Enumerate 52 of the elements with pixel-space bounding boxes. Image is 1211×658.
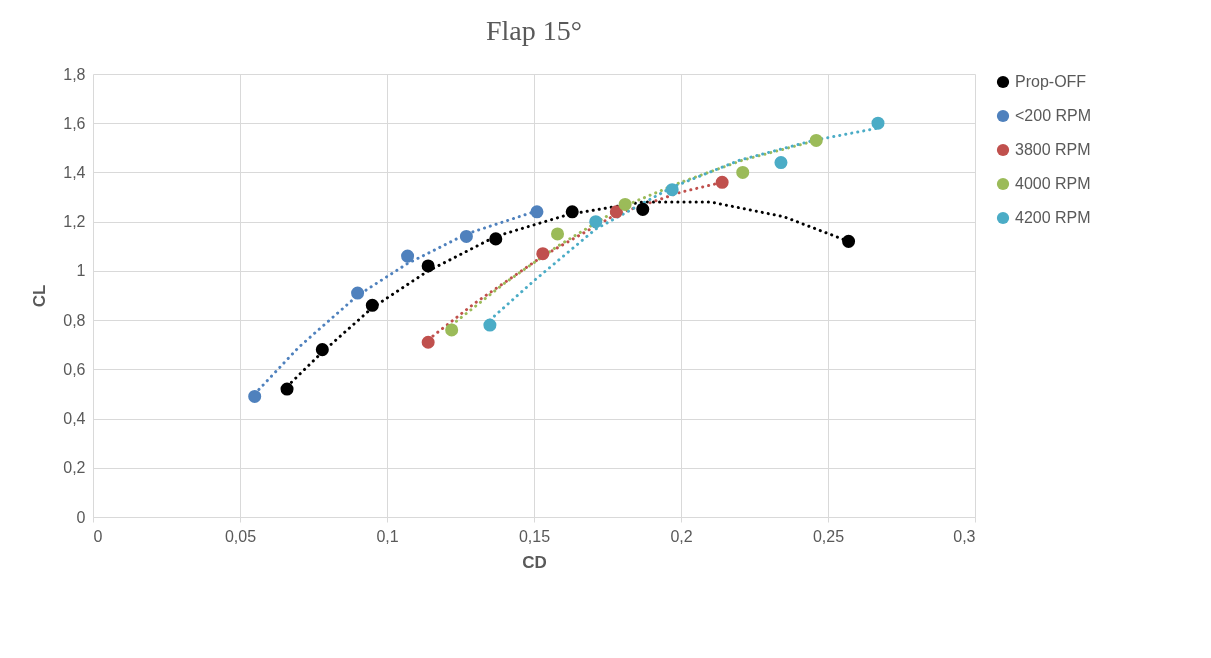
- y-tick-label: 0: [76, 508, 86, 526]
- point: [421, 259, 435, 273]
- y-tick-label: 0,2: [63, 459, 86, 477]
- point: [665, 183, 679, 197]
- point: [280, 382, 294, 396]
- point: [365, 298, 379, 312]
- point: [565, 205, 579, 219]
- point: [774, 156, 788, 170]
- x-tick-label: 0: [93, 527, 103, 545]
- legend-label: Prop-OFF: [1015, 73, 1087, 90]
- point: [421, 335, 435, 349]
- point: [401, 249, 415, 263]
- y-tick-label: 1,8: [63, 65, 86, 83]
- point: [871, 116, 885, 130]
- point: [589, 215, 603, 229]
- y-tick-label: 1,2: [63, 213, 86, 231]
- y-tick-label: 1,4: [63, 163, 86, 181]
- legend-label: <200 RPM: [1015, 107, 1092, 124]
- point: [842, 234, 856, 248]
- point: [351, 286, 365, 300]
- x-tick-label: 0,2: [670, 527, 693, 545]
- y-axis-title: CL: [30, 284, 50, 308]
- point: [636, 202, 650, 216]
- x-tick-label: 0,1: [376, 527, 399, 545]
- point: [459, 229, 473, 243]
- point: [736, 165, 750, 179]
- y-tick-label: 0,8: [63, 311, 86, 329]
- point: [248, 389, 262, 403]
- point: [609, 205, 623, 219]
- legend-label: 3800 RPM: [1015, 141, 1091, 158]
- legend-label: 4200 RPM: [1015, 209, 1091, 226]
- point: [489, 232, 503, 246]
- point: [715, 175, 729, 189]
- point: [551, 227, 565, 241]
- y-tick-label: 1,6: [63, 114, 86, 132]
- point: [809, 133, 823, 147]
- point: [618, 197, 632, 211]
- legend-label: 4000 RPM: [1015, 175, 1091, 192]
- point: [315, 343, 329, 357]
- point: [445, 323, 459, 337]
- x-tick-label: 0,15: [518, 527, 551, 545]
- y-tick-label: 0,4: [63, 410, 86, 428]
- x-tick-label: 0,3: [953, 527, 976, 545]
- y-tick-label: 0,6: [63, 360, 86, 378]
- point: [536, 247, 550, 261]
- x-tick-label: 0,05: [224, 527, 257, 545]
- chart-title: Flap 15°: [486, 15, 582, 46]
- point: [530, 205, 544, 219]
- x-tick-label: 0,25: [812, 527, 845, 545]
- y-tick-label: 1: [76, 262, 86, 280]
- x-axis-title: CD: [522, 552, 547, 572]
- point: [483, 318, 497, 332]
